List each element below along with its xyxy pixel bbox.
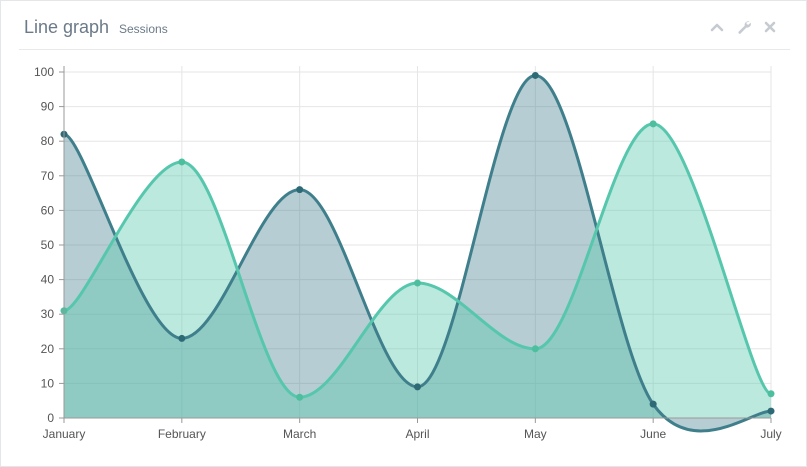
series-1-point [414, 383, 421, 391]
area-fills [64, 75, 771, 431]
x-tick-label: May [524, 427, 547, 441]
x-tick-label: April [405, 427, 429, 441]
series-2-point [767, 390, 775, 398]
x-tick-label: January [43, 427, 86, 441]
settings-button[interactable] [736, 19, 752, 35]
y-tick-label: 10 [41, 376, 55, 390]
y-tick-label: 60 [41, 203, 55, 217]
y-tick-label: 70 [41, 169, 55, 183]
y-tick-label: 0 [47, 411, 54, 425]
x-tick-label: June [640, 427, 666, 441]
series-2-point [178, 158, 186, 166]
panel-title: Line graph [24, 17, 110, 37]
close-icon [764, 21, 776, 33]
chevron-up-icon [710, 23, 724, 32]
series-2-point [414, 279, 421, 287]
x-tick-label: February [158, 427, 206, 441]
y-tick-label: 50 [41, 238, 55, 252]
series-1-point [531, 71, 539, 79]
x-tick-label: March [283, 427, 316, 441]
series-2-point [296, 393, 304, 401]
series-1-point [767, 407, 775, 415]
wrench-icon [737, 21, 751, 34]
panel-tools [703, 19, 778, 35]
axes: 0 10 20 30 40 50 60 70 80 90 100 January February Mar… [34, 65, 782, 441]
x-tick-label: July [760, 427, 781, 441]
y-tick-label: 30 [41, 307, 55, 321]
series-2-point [649, 120, 657, 128]
grid [63, 66, 772, 419]
panel-header: Line graph Sessions [19, 1, 790, 50]
y-tick-label: 90 [41, 100, 55, 114]
series-1-point [178, 334, 186, 342]
y-tick-label: 40 [41, 273, 55, 287]
series-1-area [64, 75, 771, 431]
series-1-point [649, 400, 657, 408]
close-button[interactable] [762, 19, 778, 35]
y-tick-label: 80 [41, 134, 55, 148]
series-2-area [64, 123, 771, 419]
y-tick-label: 20 [41, 342, 55, 356]
series-2-point [531, 345, 539, 353]
series-1-point [296, 186, 304, 194]
y-tick-label: 100 [34, 65, 54, 79]
collapse-button[interactable] [709, 19, 725, 35]
panel-subtitle: Sessions [119, 22, 168, 36]
